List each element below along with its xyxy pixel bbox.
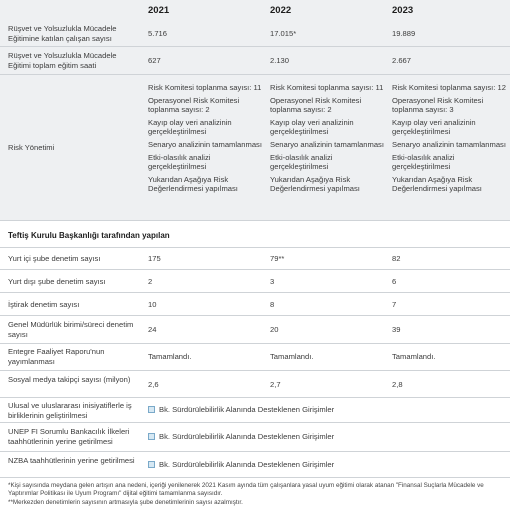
value-2021: 5.716 <box>148 29 263 39</box>
value-2022: 3 <box>270 277 385 287</box>
value-2023: 2,8 <box>392 380 507 390</box>
table-row: UNEP FI Sorumlu Bankacılık İlkeleri taah… <box>0 423 510 452</box>
section-title: Teftiş Kurulu Başkanlığı tarafından yapı… <box>8 231 170 240</box>
year-header-2021: 2021 <box>148 5 169 16</box>
footnote: **Merkezden denetimlerin sayısının artma… <box>8 499 503 507</box>
value-2022: 2,7 <box>270 380 385 390</box>
reference-link[interactable]: Bk. Sürdürülebilirlik Alanında Desteklen… <box>148 460 334 470</box>
row-label: Yurt içi şube denetim sayısı <box>8 254 136 264</box>
reference-link[interactable]: Bk. Sürdürülebilirlik Alanında Desteklen… <box>148 405 334 415</box>
risk-item: Etki-olasılık analizi gerçekleştirilmesi <box>392 153 507 172</box>
section-title-row: Teftiş Kurulu Başkanlığı tarafından yapı… <box>0 221 510 248</box>
value-2022: 17.015* <box>270 29 385 39</box>
row-label: Sosyal medya takipçi sayısı (milyon) <box>8 375 136 385</box>
document-link-icon <box>148 461 155 468</box>
value-2022: 20 <box>270 325 385 335</box>
table-row: Rüşvet ve Yolsuzlukla Mücadele Eğitimine… <box>0 20 510 47</box>
table-row: Ulusal ve uluslararası inisiyatiflerle i… <box>0 398 510 423</box>
risk-item: Etki-olasılık analizi gerçekleştirilmesi <box>270 153 385 172</box>
document-link-icon <box>148 433 155 440</box>
footnotes: *Kişi sayısında meydana gelen artışın an… <box>8 482 503 507</box>
value-2021: 627 <box>148 56 263 66</box>
value-2023: Tamamlandı. <box>392 352 507 362</box>
reference-text: Bk. Sürdürülebilirlik Alanında Desteklen… <box>159 432 334 442</box>
value-2023: 82 <box>392 254 507 264</box>
year-header-2023: 2023 <box>392 5 413 16</box>
value-2022: Tamamlandı. <box>270 352 385 362</box>
row-label: Genel Müdürlük birimi/süreci denetim say… <box>8 320 136 339</box>
risk-item: Risk Komitesi toplanma sayısı: 11 <box>270 83 385 93</box>
table-row: İştirak denetim sayısı 10 8 7 <box>0 293 510 316</box>
risk-list-2022: Risk Komitesi toplanma sayısı: 11 Operas… <box>270 83 385 194</box>
risk-management-row: Risk Yönetimi Risk Komitesi toplanma say… <box>0 75 510 221</box>
value-2021: Tamamlandı. <box>148 352 263 362</box>
row-label: Ulusal ve uluslararası inisiyatiflerle i… <box>8 401 136 420</box>
row-label: Entegre Faaliyet Raporu'nun yayımlanması <box>8 347 136 366</box>
value-2023: 6 <box>392 277 507 287</box>
table-header: 2021 2022 2023 <box>0 0 510 20</box>
risk-item: Yukarıdan Aşağıya Risk Değerlendirmesi y… <box>270 175 385 194</box>
table-row: Entegre Faaliyet Raporu'nun yayımlanması… <box>0 344 510 371</box>
risk-item: Senaryo analizinin tamamlanması <box>270 140 385 150</box>
footnote: *Kişi sayısında meydana gelen artışın an… <box>8 482 503 499</box>
row-label: İştirak denetim sayısı <box>8 300 136 310</box>
year-header-2022: 2022 <box>270 5 291 16</box>
row-label: NZBA taahhütlerinin yerine getirilmesi <box>8 456 136 466</box>
table-row: Yurt içi şube denetim sayısı 175 79** 82 <box>0 248 510 270</box>
table-row: Genel Müdürlük birimi/süreci denetim say… <box>0 316 510 344</box>
risk-item: Etki-olasılık analizi gerçekleştirilmesi <box>148 153 263 172</box>
row-label: Yurt dışı şube denetim sayısı <box>8 277 136 287</box>
risk-list-2023: Risk Komitesi toplanma sayısı: 12 Operas… <box>392 83 507 194</box>
table-row: Rüşvet ve Yolsuzlukla Mücadele Eğitimi t… <box>0 47 510 75</box>
value-2023: 7 <box>392 300 507 310</box>
risk-item: Risk Komitesi toplanma sayısı: 11 <box>148 83 263 93</box>
row-label: Rüşvet ve Yolsuzlukla Mücadele Eğitimine… <box>8 24 136 43</box>
document-link-icon <box>148 406 155 413</box>
row-label: UNEP FI Sorumlu Bankacılık İlkeleri taah… <box>8 427 136 446</box>
value-2021: 2,6 <box>148 380 263 390</box>
reference-text: Bk. Sürdürülebilirlik Alanında Desteklen… <box>159 460 334 470</box>
risk-item: Kayıp olay veri analizinin gerçekleştiri… <box>392 118 507 137</box>
risk-item: Operasyonel Risk Komitesi toplanma sayıs… <box>392 96 507 115</box>
table-row: Sosyal medya takipçi sayısı (milyon) 2,6… <box>0 371 510 398</box>
value-2022: 2.130 <box>270 56 385 66</box>
risk-item: Kayıp olay veri analizinin gerçekleştiri… <box>148 118 263 137</box>
reference-link[interactable]: Bk. Sürdürülebilirlik Alanında Desteklen… <box>148 432 334 442</box>
value-2023: 39 <box>392 325 507 335</box>
value-2023: 19.889 <box>392 29 507 39</box>
table-row: Yurt dışı şube denetim sayısı 2 3 6 <box>0 270 510 293</box>
risk-item: Senaryo analizinin tamamlanması <box>392 140 507 150</box>
value-2022: 79** <box>270 254 385 264</box>
risk-item: Operasyonel Risk Komitesi toplanma sayıs… <box>148 96 263 115</box>
table-row: NZBA taahhütlerinin yerine getirilmesi B… <box>0 452 510 478</box>
risk-item: Yukarıdan Aşağıya Risk Değerlendirmesi y… <box>392 175 507 194</box>
value-2023: 2.667 <box>392 56 507 66</box>
value-2021: 10 <box>148 300 263 310</box>
risk-item: Yukarıdan Aşağıya Risk Değerlendirmesi y… <box>148 175 263 194</box>
risk-item: Senaryo analizinin tamamlanması <box>148 140 263 150</box>
risk-item: Risk Komitesi toplanma sayısı: 12 <box>392 83 507 93</box>
risk-item: Operasyonel Risk Komitesi toplanma sayıs… <box>270 96 385 115</box>
reference-text: Bk. Sürdürülebilirlik Alanında Desteklen… <box>159 405 334 415</box>
value-2021: 2 <box>148 277 263 287</box>
row-label: Rüşvet ve Yolsuzlukla Mücadele Eğitimi t… <box>8 51 136 70</box>
risk-list-2021: Risk Komitesi toplanma sayısı: 11 Operas… <box>148 83 263 194</box>
value-2022: 8 <box>270 300 385 310</box>
value-2021: 175 <box>148 254 263 264</box>
risk-item: Kayıp olay veri analizinin gerçekleştiri… <box>270 118 385 137</box>
value-2021: 24 <box>148 325 263 335</box>
row-label: Risk Yönetimi <box>8 143 136 153</box>
